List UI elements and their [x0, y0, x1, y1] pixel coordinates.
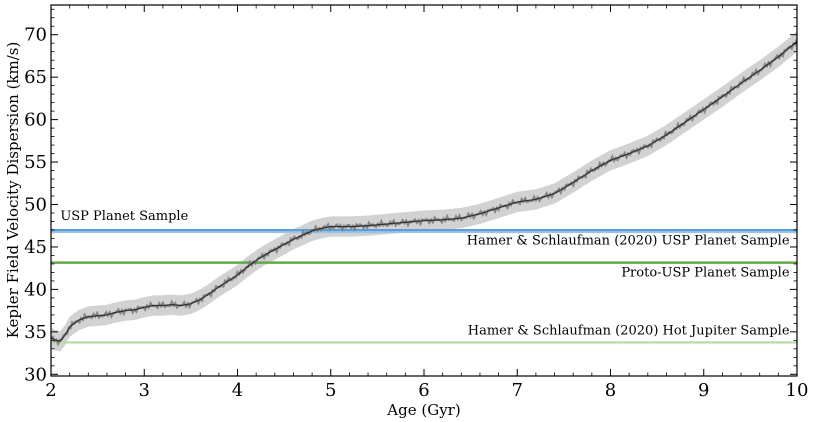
x-tick-label: 7: [512, 380, 523, 401]
annotation-label: Hamer & Schlaufman (2020) USP Planet Sam…: [467, 233, 790, 248]
y-tick-label: 70: [24, 25, 47, 46]
mean-line: [51, 40, 797, 342]
x-tick-label: 3: [139, 380, 150, 401]
x-tick-label: 8: [605, 380, 616, 401]
y-tick-label: 60: [24, 110, 47, 131]
y-tick-label: 65: [24, 67, 47, 88]
x-axis-label: Age (Gyr): [386, 401, 460, 419]
x-tick-label: 6: [418, 380, 429, 401]
y-tick-label: 50: [24, 195, 47, 216]
y-tick-label: 55: [24, 152, 47, 173]
annotation-label: Hamer & Schlaufman (2020) Hot Jupiter Sa…: [468, 323, 790, 338]
x-tick-label: 9: [698, 380, 709, 401]
x-tick-label: 2: [45, 380, 56, 401]
plot-area: [51, 31, 797, 352]
annotation-label: USP Planet Sample: [60, 209, 188, 224]
annotation-label: Proto-USP Planet Sample: [621, 266, 790, 281]
y-tick-label: 40: [24, 279, 47, 300]
x-tick-label: 10: [786, 380, 809, 401]
x-tick-label: 4: [232, 380, 243, 401]
y-tick-label: 30: [24, 364, 47, 385]
plot-frame: [50, 4, 798, 377]
plot-content: [51, 31, 797, 352]
y-axis-label: Kepler Field Velocity Dispersion (km/s): [4, 42, 22, 339]
x-tick-label: 5: [325, 380, 336, 401]
y-tick-label: 35: [24, 322, 47, 343]
y-tick-label: 45: [24, 237, 47, 258]
